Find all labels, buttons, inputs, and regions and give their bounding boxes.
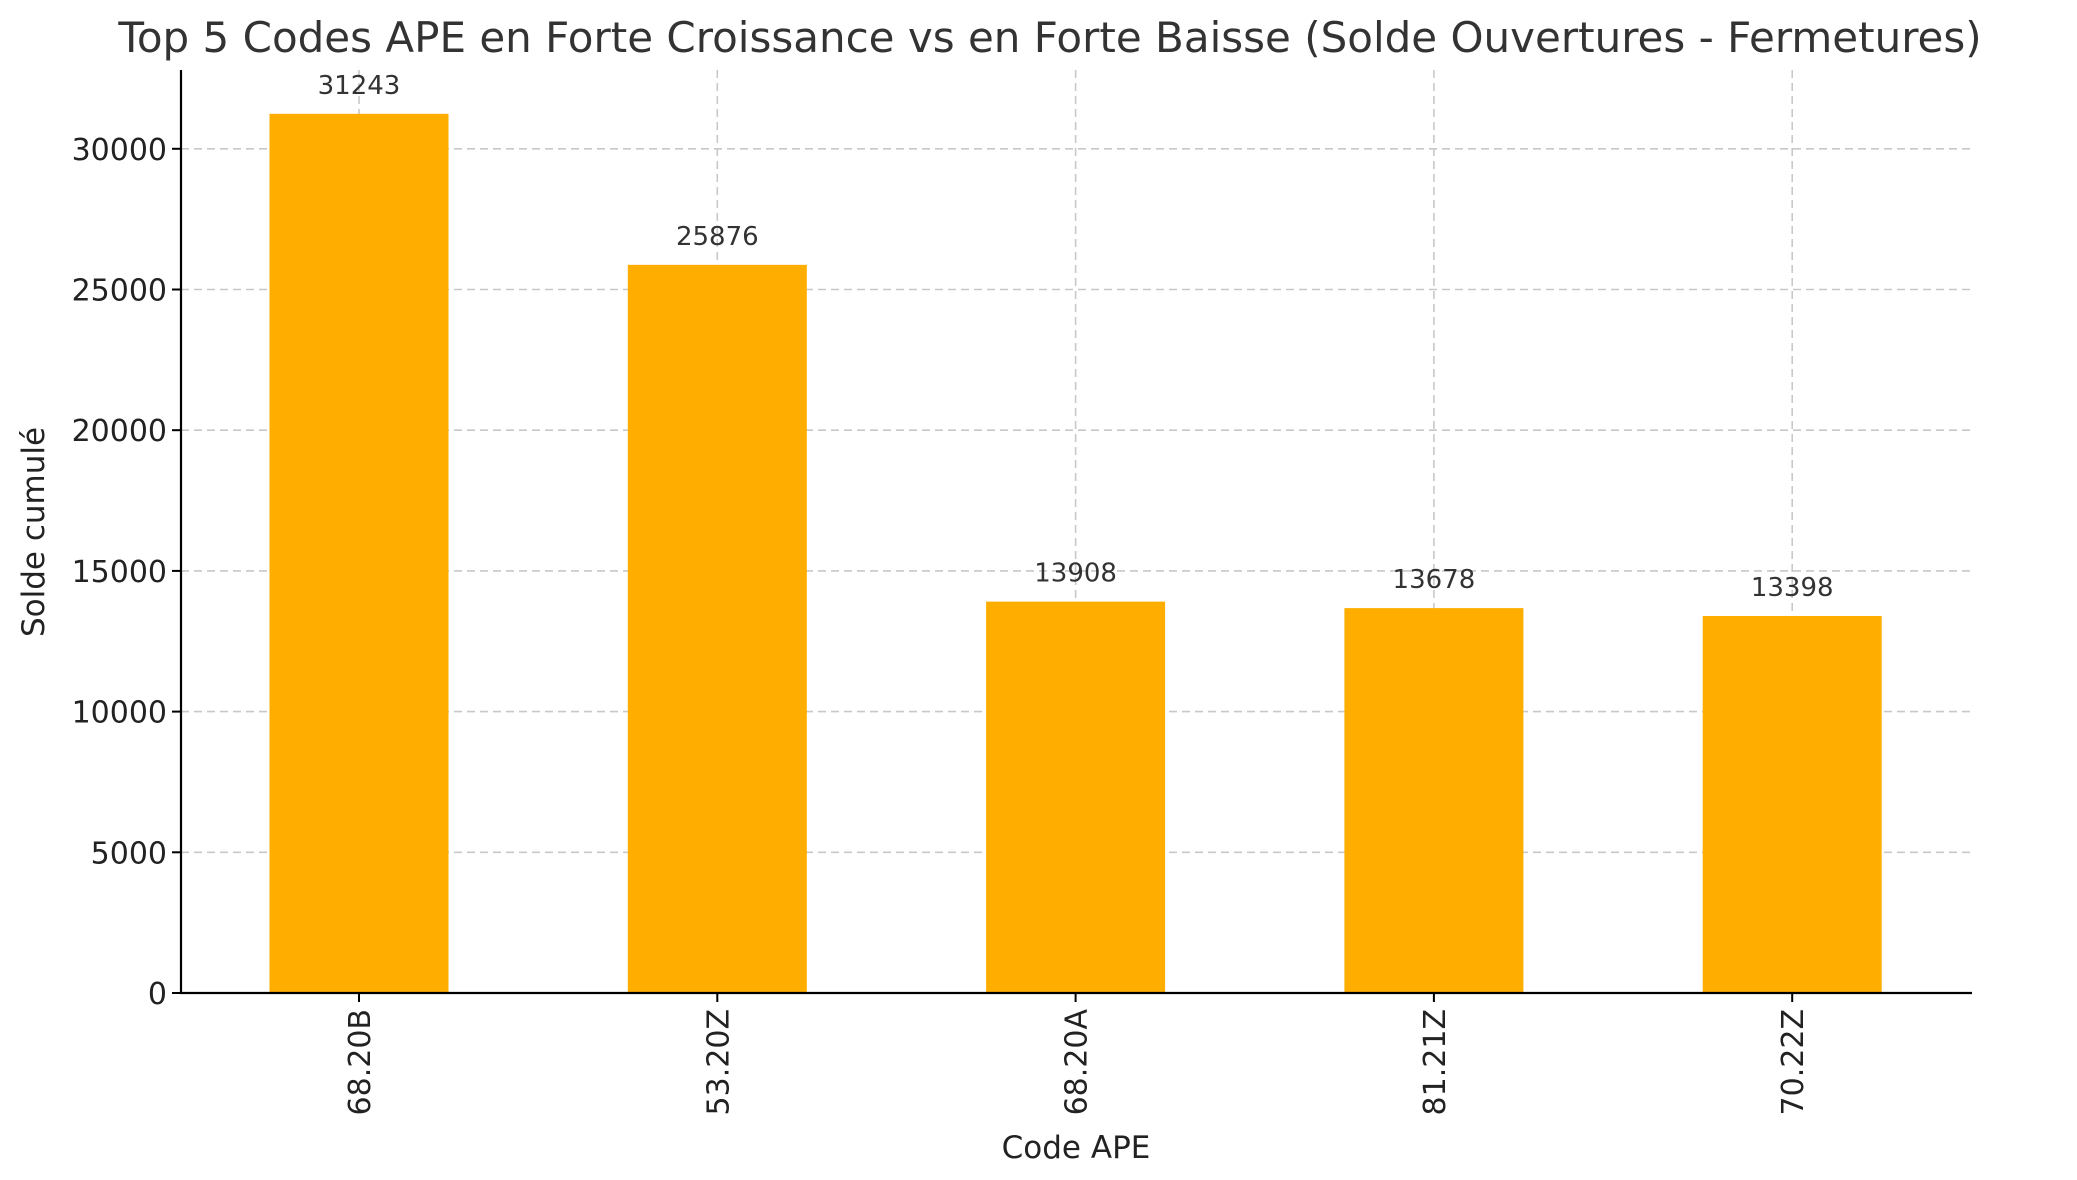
bar	[269, 113, 449, 994]
bar-value-label: 13678	[1393, 565, 1476, 595]
y-tick-label: 25000	[72, 273, 167, 308]
x-tick-label: 53.20Z	[701, 1009, 736, 1115]
bar	[1344, 608, 1524, 993]
y-axis-label: Solde cumulé	[16, 427, 52, 637]
x-tick-label: 81.21Z	[1418, 1009, 1453, 1115]
bar-value-label: 13908	[1034, 559, 1117, 589]
x-tick-label: 70.22Z	[1776, 1009, 1811, 1115]
y-tick-label: 20000	[72, 414, 167, 449]
y-tick-label: 15000	[72, 555, 167, 590]
ticks: 0 5000 10000 15000 20000 25000 30000 68.20B 53.2…	[72, 133, 1812, 1116]
x-tick-label: 68.20B	[343, 1009, 378, 1115]
x-tick-label: 68.20A	[1060, 1009, 1095, 1116]
data-labels: 31243 25876 13908 13678 13398	[318, 71, 1834, 603]
bar	[627, 264, 807, 994]
bar-value-label: 13398	[1751, 573, 1834, 603]
bar	[1702, 615, 1882, 993]
bars	[269, 113, 1882, 994]
bar-value-label: 31243	[318, 71, 401, 101]
bar-value-label: 25876	[676, 222, 759, 252]
chart-title: Top 5 Codes APE en Forte Croissance vs e…	[117, 13, 1981, 62]
y-tick-label: 30000	[72, 133, 167, 168]
y-tick-label: 0	[148, 977, 167, 1012]
bar	[986, 601, 1166, 993]
x-axis-label: Code APE	[1002, 1130, 1151, 1166]
y-tick-label: 10000	[72, 696, 167, 731]
y-tick-label: 5000	[91, 836, 167, 871]
